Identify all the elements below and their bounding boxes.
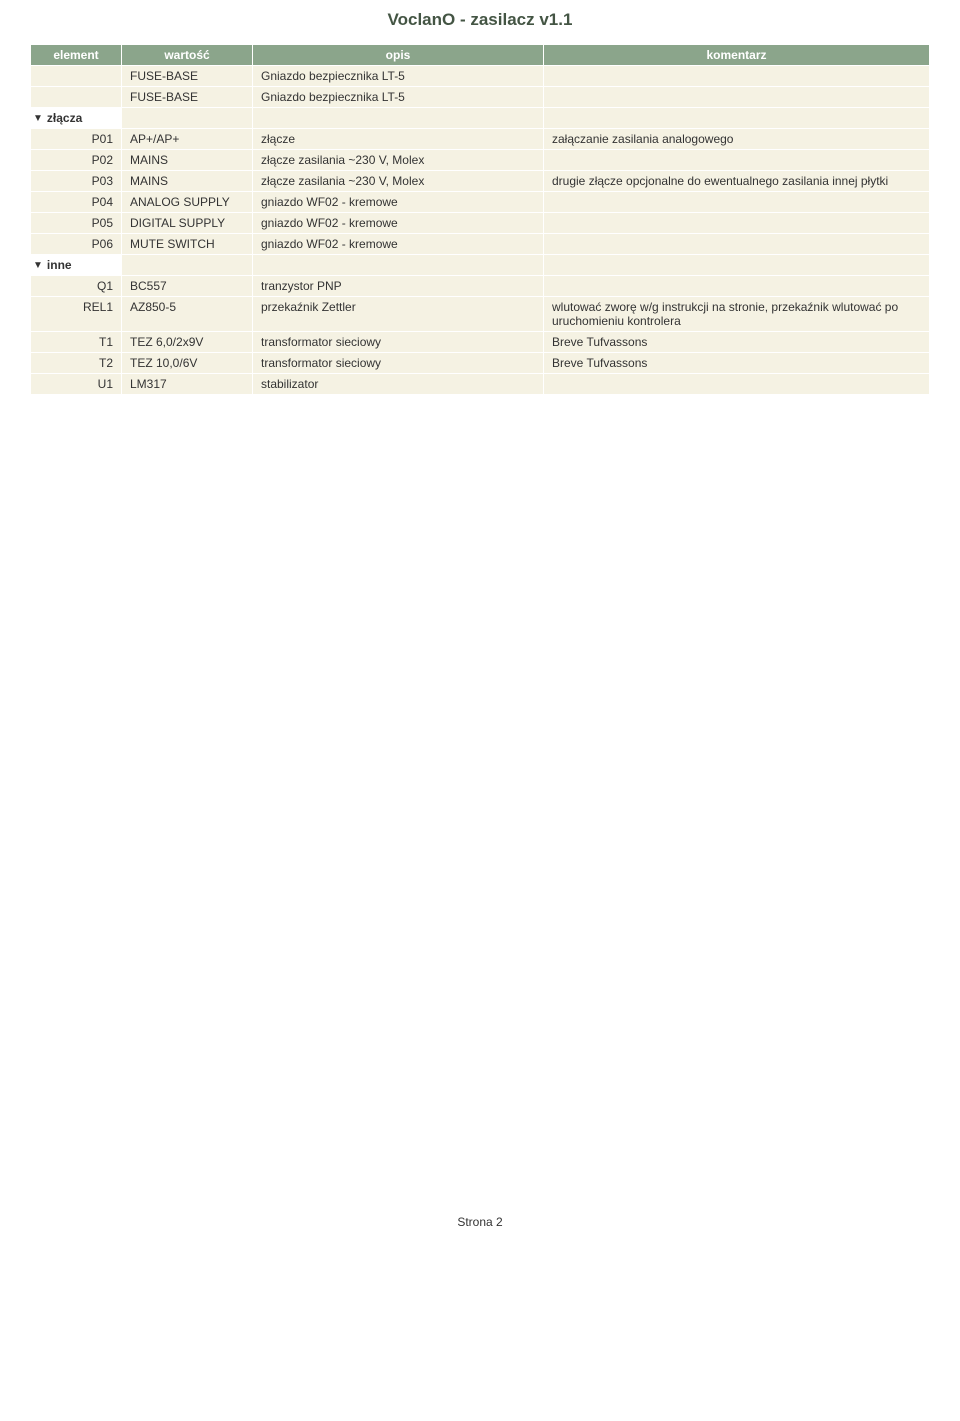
section-row: ▼ inne — [31, 255, 929, 275]
cell-c3: przekaźnik Zettler — [253, 297, 543, 331]
cell-c3: transformator sieciowy — [253, 332, 543, 352]
triangle-down-icon: ▼ — [33, 260, 43, 271]
cell-c2: BC557 — [122, 276, 252, 296]
cell-c4: drugie złącze opcjonalne do ewentualnego… — [544, 171, 929, 191]
section-empty-cell — [253, 108, 543, 128]
cell-c1: U1 — [31, 374, 121, 394]
section-empty-cell — [122, 108, 252, 128]
cell-c3: Gniazdo bezpiecznika LT-5 — [253, 66, 543, 86]
cell-c2: MAINS — [122, 171, 252, 191]
section-empty-cell — [544, 255, 929, 275]
cell-c3: tranzystor PNP — [253, 276, 543, 296]
cell-c2: DIGITAL SUPPLY — [122, 213, 252, 233]
cell-c4: Breve Tufvassons — [544, 332, 929, 352]
cell-c4 — [544, 150, 929, 170]
cell-c4 — [544, 276, 929, 296]
cell-c1 — [31, 87, 121, 107]
cell-c1: P01 — [31, 129, 121, 149]
cell-c3: gniazdo WF02 - kremowe — [253, 192, 543, 212]
cell-c1: P03 — [31, 171, 121, 191]
page-footer: Strona 2 — [30, 1215, 930, 1229]
cell-c2: ANALOG SUPPLY — [122, 192, 252, 212]
cell-c3: stabilizator — [253, 374, 543, 394]
cell-c3: złącze zasilania ~230 V, Molex — [253, 171, 543, 191]
cell-c4 — [544, 213, 929, 233]
section-label: ▼ złącza — [31, 108, 121, 128]
cell-c2: FUSE-BASE — [122, 66, 252, 86]
table-row: P03MAINSzłącze zasilania ~230 V, Molexdr… — [31, 171, 929, 191]
cell-c3: Gniazdo bezpiecznika LT-5 — [253, 87, 543, 107]
cell-c2: MAINS — [122, 150, 252, 170]
cell-c4: Breve Tufvassons — [544, 353, 929, 373]
cell-c2: FUSE-BASE — [122, 87, 252, 107]
cell-c2: LM317 — [122, 374, 252, 394]
cell-c4 — [544, 374, 929, 394]
cell-c1: P04 — [31, 192, 121, 212]
cell-c4: wlutować zworę w/g instrukcji na stronie… — [544, 297, 929, 331]
cell-c1 — [31, 66, 121, 86]
cell-c3: gniazdo WF02 - kremowe — [253, 234, 543, 254]
table-row: T1TEZ 6,0/2x9Vtransformator sieciowyBrev… — [31, 332, 929, 352]
table-row: U1LM317stabilizator — [31, 374, 929, 394]
table-row: FUSE-BASEGniazdo bezpiecznika LT-5 — [31, 87, 929, 107]
cell-c1: Q1 — [31, 276, 121, 296]
cell-c1: P05 — [31, 213, 121, 233]
table-row: T2TEZ 10,0/6Vtransformator sieciowyBreve… — [31, 353, 929, 373]
col-header-comment: komentarz — [544, 45, 929, 65]
cell-c3: gniazdo WF02 - kremowe — [253, 213, 543, 233]
col-header-value: wartość — [122, 45, 252, 65]
section-empty-cell — [253, 255, 543, 275]
table-row: REL1AZ850-5przekaźnik Zettlerwlutować zw… — [31, 297, 929, 331]
cell-c4 — [544, 87, 929, 107]
section-label-text: złącza — [47, 111, 82, 125]
page-title: VoclanO - zasilacz v1.1 — [30, 10, 930, 30]
table-row: P01AP+/AP+złączezałączanie zasilania ana… — [31, 129, 929, 149]
table-row: P02MAINSzłącze zasilania ~230 V, Molex — [31, 150, 929, 170]
table-row: P04ANALOG SUPPLYgniazdo WF02 - kremowe — [31, 192, 929, 212]
cell-c4 — [544, 66, 929, 86]
cell-c3: złącze zasilania ~230 V, Molex — [253, 150, 543, 170]
cell-c2: MUTE SWITCH — [122, 234, 252, 254]
cell-c4: załączanie zasilania analogowego — [544, 129, 929, 149]
section-row: ▼ złącza — [31, 108, 929, 128]
table-header-row: element wartość opis komentarz — [31, 45, 929, 65]
section-label-text: inne — [47, 258, 72, 272]
cell-c2: AP+/AP+ — [122, 129, 252, 149]
section-empty-cell — [122, 255, 252, 275]
table-row: P05DIGITAL SUPPLYgniazdo WF02 - kremowe — [31, 213, 929, 233]
triangle-down-icon: ▼ — [33, 113, 43, 124]
table-row: P06MUTE SWITCHgniazdo WF02 - kremowe — [31, 234, 929, 254]
cell-c4 — [544, 192, 929, 212]
cell-c3: transformator sieciowy — [253, 353, 543, 373]
cell-c1: T1 — [31, 332, 121, 352]
section-label: ▼ inne — [31, 255, 121, 275]
col-header-element: element — [31, 45, 121, 65]
col-header-description: opis — [253, 45, 543, 65]
cell-c2: TEZ 10,0/6V — [122, 353, 252, 373]
cell-c3: złącze — [253, 129, 543, 149]
table-row: Q1BC557tranzystor PNP — [31, 276, 929, 296]
table-row: FUSE-BASEGniazdo bezpiecznika LT-5 — [31, 66, 929, 86]
cell-c4 — [544, 234, 929, 254]
cell-c1: P02 — [31, 150, 121, 170]
cell-c1: T2 — [31, 353, 121, 373]
document-page: VoclanO - zasilacz v1.1 element wartość … — [0, 0, 960, 1249]
cell-c1: REL1 — [31, 297, 121, 331]
cell-c1: P06 — [31, 234, 121, 254]
cell-c2: TEZ 6,0/2x9V — [122, 332, 252, 352]
parts-table: element wartość opis komentarz FUSE-BASE… — [30, 44, 930, 395]
section-empty-cell — [544, 108, 929, 128]
cell-c2: AZ850-5 — [122, 297, 252, 331]
